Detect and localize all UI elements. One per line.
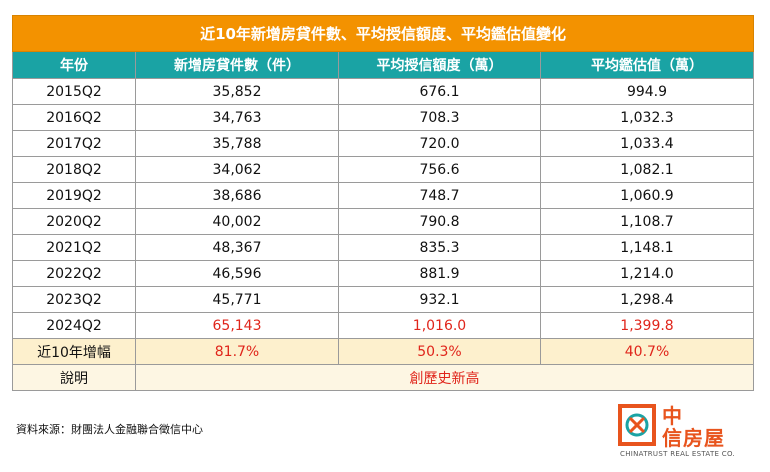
value-cell: 835.3 xyxy=(338,234,541,261)
data-row: 2017Q2 35,788 720.0 1,033.4 xyxy=(12,130,755,157)
period-cell: 2024Q2 xyxy=(12,312,136,339)
source-note: 資料來源：財團法人金融聯合徵信中心 xyxy=(16,423,203,436)
period-cell: 2019Q2 xyxy=(12,182,136,209)
period-cell: 2022Q2 xyxy=(12,260,136,287)
data-row: 2018Q2 34,062 756.6 1,082.1 xyxy=(12,156,755,183)
value-cell: 1,033.4 xyxy=(539,130,755,157)
note-row: 說明 創歷史新高 xyxy=(12,364,755,391)
growth-cell: 81.7% xyxy=(135,338,339,365)
value-cell: 748.7 xyxy=(338,182,541,209)
value-cell: 1,148.1 xyxy=(539,234,755,261)
value-cell: 1,214.0 xyxy=(539,260,755,287)
value-cell: 40,002 xyxy=(135,208,339,235)
value-cell: 1,298.4 xyxy=(539,286,755,313)
note-label: 說明 xyxy=(12,364,136,391)
value-cell: 1,016.0 xyxy=(338,312,541,339)
growth-label: 近10年增幅 xyxy=(12,338,136,365)
value-cell: 46,596 xyxy=(135,260,339,287)
period-cell: 2018Q2 xyxy=(12,156,136,183)
data-row: 2019Q2 38,686 748.7 1,060.9 xyxy=(12,182,755,209)
logo-english: CHINATRUST REAL ESTATE CO. xyxy=(620,450,736,458)
value-cell: 34,062 xyxy=(135,156,339,183)
title-row: 近10年新增房貸件數、平均授信額度、平均鑑估值變化 xyxy=(11,15,755,52)
period-cell: 2015Q2 xyxy=(12,78,136,105)
logo-icon xyxy=(618,404,656,446)
value-cell: 676.1 xyxy=(338,78,541,105)
growth-cell: 50.3% xyxy=(338,338,541,365)
logo-text: 信房屋 xyxy=(662,426,725,450)
growth-row: 近10年增幅 81.7% 50.3% 40.7% xyxy=(12,338,755,365)
value-cell: 790.8 xyxy=(338,208,541,235)
data-row: 2021Q2 48,367 835.3 1,148.1 xyxy=(12,234,755,261)
value-cell: 38,686 xyxy=(135,182,339,209)
period-cell: 2016Q2 xyxy=(12,104,136,131)
column-header: 平均授信額度（萬） xyxy=(338,51,541,79)
value-cell: 1,060.9 xyxy=(539,182,755,209)
column-header: 平均鑑估值（萬） xyxy=(539,51,755,79)
period-cell: 2023Q2 xyxy=(12,286,136,313)
period-cell: 2017Q2 xyxy=(12,130,136,157)
period-cell: 2020Q2 xyxy=(12,208,136,235)
value-cell: 881.9 xyxy=(338,260,541,287)
data-row: 2024Q2 65,143 1,016.0 1,399.8 xyxy=(12,312,755,339)
table-body: 近10年新增房貸件數、平均授信額度、平均鑑估值變化 年份 新增房貸件數（件） 平均授… xyxy=(11,15,755,391)
value-cell: 48,367 xyxy=(135,234,339,261)
value-cell: 994.9 xyxy=(539,78,755,105)
data-row: 2022Q2 46,596 881.9 1,214.0 xyxy=(12,260,755,287)
value-cell: 65,143 xyxy=(135,312,339,339)
value-cell: 45,771 xyxy=(135,286,339,313)
period-cell: 2021Q2 xyxy=(12,234,136,261)
value-cell: 35,852 xyxy=(135,78,339,105)
column-header: 年份 xyxy=(12,51,136,79)
value-cell: 1,399.8 xyxy=(539,312,755,339)
logo-text: 中 xyxy=(662,404,682,428)
growth-cell: 40.7% xyxy=(539,338,755,365)
value-cell: 1,082.1 xyxy=(539,156,755,183)
data-row: 2015Q2 35,852 676.1 994.9 xyxy=(12,78,755,105)
value-cell: 932.1 xyxy=(338,286,541,313)
value-cell: 708.3 xyxy=(338,104,541,131)
data-row: 2023Q2 45,771 932.1 1,298.4 xyxy=(12,286,755,313)
value-cell: 756.6 xyxy=(338,156,541,183)
value-cell: 34,763 xyxy=(135,104,339,131)
column-header: 新增房貸件數（件） xyxy=(135,51,339,79)
table-title: 近10年新增房貸件數、平均授信額度、平均鑑估值變化 xyxy=(11,15,755,52)
value-cell: 1,032.3 xyxy=(539,104,755,131)
data-table: 近10年新增房貸件數、平均授信額度、平均鑑估值變化 年份 新增房貸件數（件） 平均授… xyxy=(11,15,755,391)
value-cell: 720.0 xyxy=(338,130,541,157)
data-row: 2016Q2 34,763 708.3 1,032.3 xyxy=(12,104,755,131)
note-text: 創歷史新高 xyxy=(134,364,755,391)
value-cell: 1,108.7 xyxy=(539,208,755,235)
logo: 中 信房屋 CHINATRUST REAL ESTATE CO. xyxy=(618,402,743,464)
value-cell: 35,788 xyxy=(135,130,339,157)
header-row: 年份 新增房貸件數（件） 平均授信額度（萬） 平均鑑估值（萬） xyxy=(12,51,755,79)
data-row: 2020Q2 40,002 790.8 1,108.7 xyxy=(12,208,755,235)
